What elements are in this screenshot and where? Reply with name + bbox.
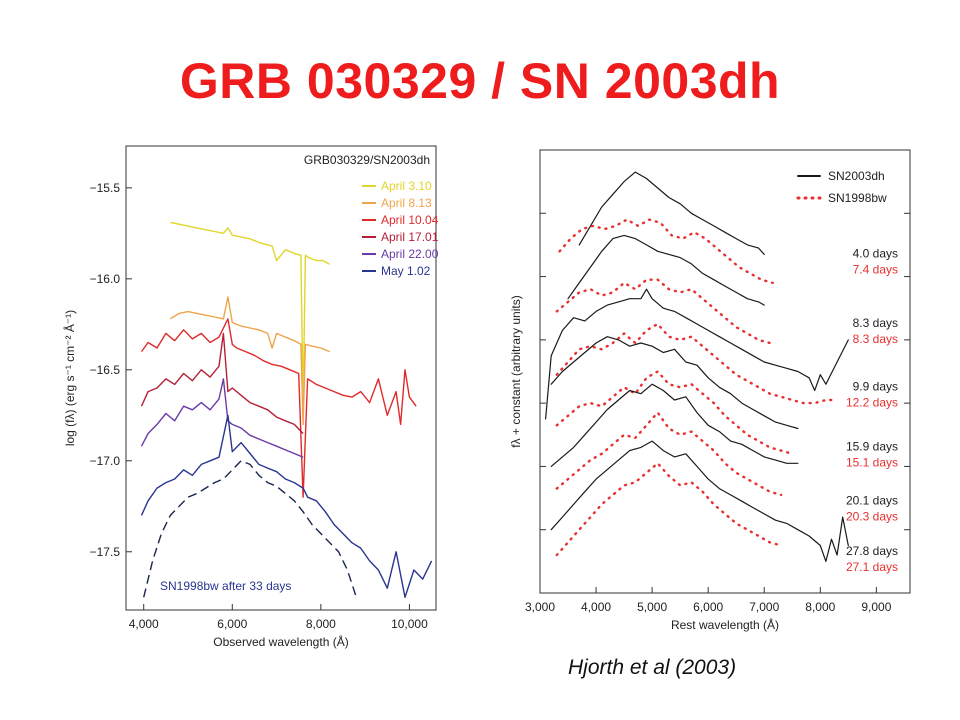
x-tick-label: 6,000 [217,617,247,631]
series-line [558,218,774,285]
series-line [140,414,433,598]
epoch-label-sn1998bw: 12.2 days [846,395,898,409]
series-line [170,221,331,407]
series-line [578,171,765,256]
series-line [550,336,799,430]
epoch-label-sn1998bw: 27.1 days [846,560,898,574]
series-line [169,296,330,426]
chart-rest-spectra: 3,000 4,000 5,000 6,000 7,000 8,000 9,000 Rest … [509,149,911,632]
series-line [555,411,783,497]
x-tick-label: 8,000 [306,617,336,631]
y-tick-label: −17.0 [90,454,121,468]
series-line [550,440,849,562]
y-tick-label: −15.5 [90,181,121,195]
legend-label: May 1.02 [381,264,431,278]
x-tick-label: 9,000 [861,600,891,614]
slide-title: GRB 030329 / SN 2003dh [179,53,781,109]
x-tick-label: 5,000 [637,600,667,614]
x-tick-label: 10,000 [391,617,428,631]
series-line [550,383,799,467]
legend-label: April 17.01 [381,230,439,244]
epoch-label-sn1998bw: 7.4 days [853,263,898,277]
legend-label: April 3.10 [381,179,432,193]
chart-observed-spectra: 4,000 6,000 8,000 10,000 −15.5 −16.0 −16.5 −17.… [62,145,439,649]
y-tick-label: −16.5 [90,363,121,377]
y-axis-label: fλ + constant (arbitrary units) [509,295,523,447]
legend-label: April 22.00 [381,247,439,261]
plot-frame [539,149,911,594]
x-axis-label: Observed wavelength (Å) [213,634,348,649]
epoch-label-sn2003dh: 20.1 days [846,493,898,507]
series-line [567,234,765,306]
x-tick-label: 6,000 [693,600,723,614]
plot-frame [125,145,437,611]
epoch-label-sn2003dh: 8.3 days [853,316,898,330]
series-line [140,332,304,434]
epoch-label-sn2003dh: 4.0 days [853,247,898,261]
series-line [140,378,304,458]
citation: Hjorth et al (2003) [568,656,737,679]
legend-label: April 10.04 [381,213,439,227]
epoch-label-sn1998bw: 15.1 days [846,456,898,470]
series-line [555,322,839,405]
y-axis-label: log (fλ) (erg s⁻¹ cm⁻² Å⁻¹) [62,310,77,446]
epoch-label-sn2003dh: 15.9 days [846,440,898,454]
series-line [143,460,357,598]
series-line [544,288,849,420]
x-tick-label: 8,000 [805,600,835,614]
epoch-label-sn2003dh: 27.8 days [846,544,898,558]
series-line [555,370,794,455]
x-tick-label: 3,000 [525,600,555,614]
series-line [555,278,771,345]
epoch-label-sn2003dh: 9.9 days [853,379,898,393]
x-tick-label: 4,000 [129,617,159,631]
epoch-label-sn1998bw: 8.3 days [853,332,898,346]
legend-label: SN2003dh [828,169,885,183]
x-tick-label: 7,000 [749,600,779,614]
x-tick-label: 4,000 [581,600,611,614]
annotation-sn1998bw: SN1998bw after 33 days [160,579,291,593]
x-axis-label: Rest wavelength (Å) [671,617,779,632]
series-line [555,462,783,557]
chart-title: GRB030329/SN2003dh [304,153,430,167]
legend-label: SN1998bw [828,191,887,205]
series-line [140,318,417,498]
epoch-label-sn1998bw: 20.3 days [846,509,898,523]
y-tick-label: −17.5 [90,545,121,559]
legend-label: April 8.13 [381,196,432,210]
y-tick-label: −16.0 [90,272,121,286]
